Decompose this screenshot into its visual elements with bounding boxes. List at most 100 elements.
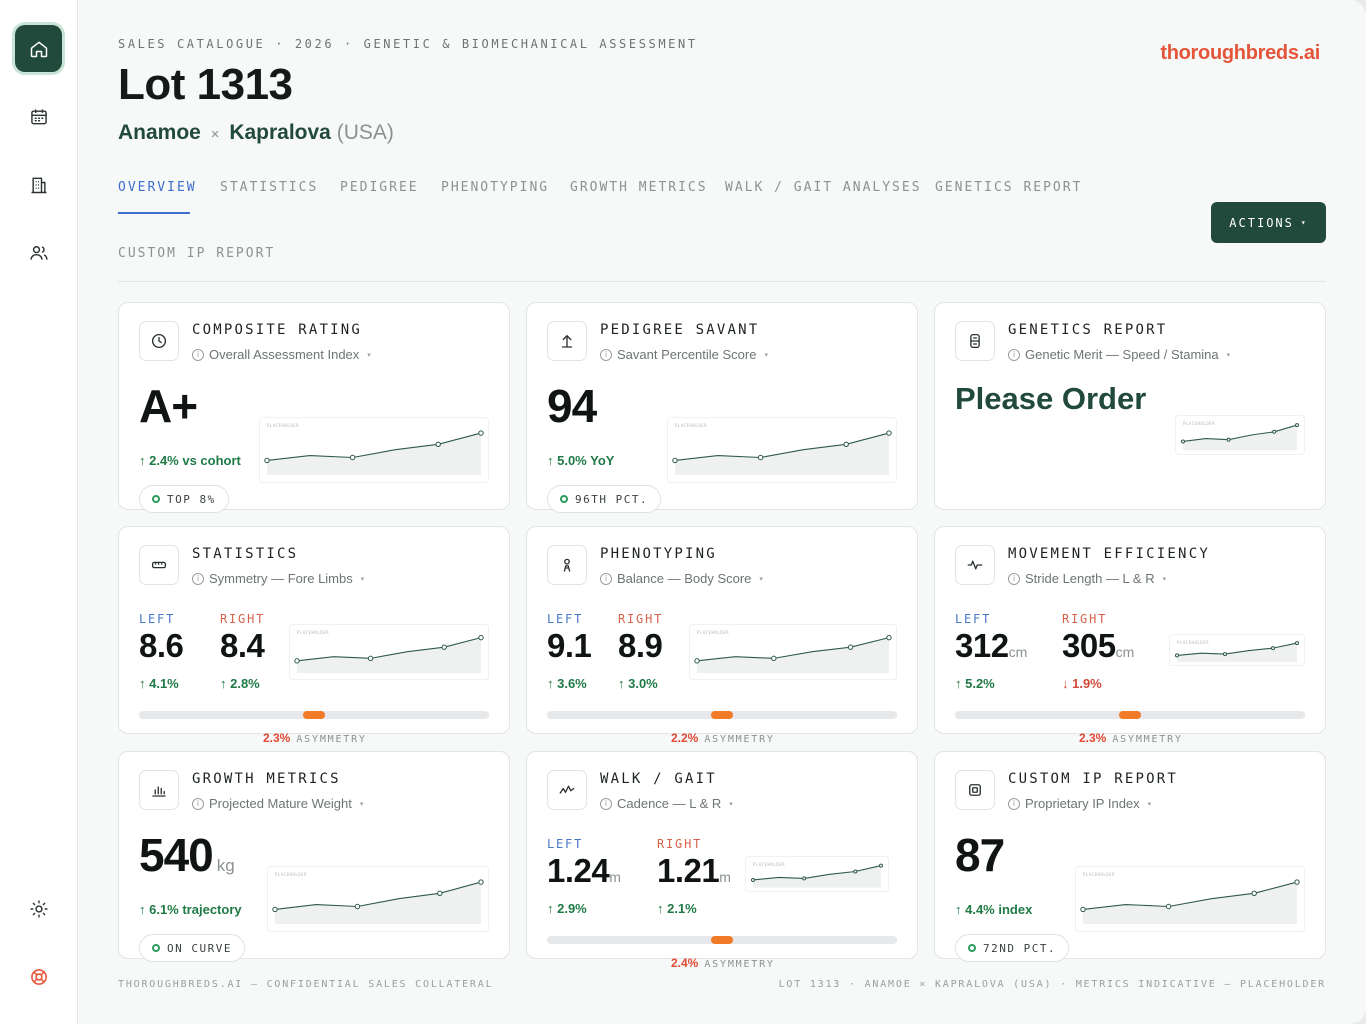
card-title: WALK / GAIT [600, 771, 717, 787]
arrow-up-icon [547, 321, 587, 361]
left-value: 9.1 [547, 627, 592, 664]
tab-pedigree[interactable]: PEDIGREE [340, 180, 419, 195]
card-growth-metrics[interactable]: GROWTH METRICS i Projected Mature Weight ▾… [118, 751, 510, 962]
composite-delta: ↑ 2.4% vs cohort [139, 453, 241, 468]
composite-badge: TOP 8% [139, 485, 229, 513]
card-subtitle: i Symmetry — Fore Limbs ▾ [192, 571, 364, 586]
left-value: 1.24m [547, 852, 621, 889]
sparkline-svg [1175, 415, 1305, 455]
custom-sparkline: PLACEHOLDER [1075, 866, 1305, 932]
dropdown-dot-icon: ▾ [1226, 351, 1231, 359]
asymmetry-readout: 2.3% ASYMMETRY [1079, 731, 1183, 745]
card-statistics[interactable]: STATISTICS i Symmetry — Fore Limbs ▾ LEFT … [118, 526, 510, 745]
sparkline-frame [267, 866, 489, 932]
sparkline-line [1082, 881, 1298, 910]
card-subtitle: i Balance — Body Score ▾ [600, 571, 763, 586]
sparkline-line [1176, 642, 1298, 656]
tab-overview[interactable]: OVERVIEW [118, 180, 197, 195]
custom-value: 87 [955, 829, 1005, 881]
card-title: MOVEMENT EFFICIENCY [1008, 546, 1210, 562]
sparkline-point [264, 457, 270, 464]
tab-custom-ip-report[interactable]: CUSTOM IP REPORT [118, 246, 276, 261]
info-icon: i [600, 572, 612, 585]
custom-delta: ↑ 4.4% index [955, 902, 1033, 917]
sparkline-point [1295, 641, 1299, 646]
info-icon: i [1008, 797, 1020, 810]
tab-walk-gait-analyses[interactable]: WALK / GAIT ANALYSES [725, 180, 922, 195]
nav-users-button[interactable] [15, 229, 62, 276]
tab-statistics[interactable]: STATISTICS [220, 180, 319, 195]
card-title: PEDIGREE SAVANT [600, 322, 760, 338]
sparkline-placeholder-label: PLACEHOLDER [1183, 421, 1215, 426]
tabs-divider [118, 281, 1326, 282]
card-movement-efficiency[interactable]: MOVEMENT EFFICIENCY i Stride Length — L &… [934, 526, 1326, 745]
sparkline-point [802, 876, 807, 881]
sparkline-frame [1169, 634, 1305, 666]
calendar-icon [30, 109, 47, 124]
horse-breeding-line: Anamoe × Kapralova (USA) [118, 121, 394, 145]
sparkline-point [843, 441, 849, 448]
theme-toggle-button[interactable] [15, 885, 62, 932]
right-value: 8.4 [220, 627, 265, 664]
card-genetics-report[interactable]: GENETICS REPORT i Genetic Merit — Speed /… [934, 302, 1326, 510]
info-icon: i [192, 797, 204, 810]
sparkline-point [1080, 906, 1086, 913]
right-value: 8.9 [618, 627, 663, 664]
sparkline-placeholder-label: PLACEHOLDER [267, 423, 299, 428]
growth-value: 540 kg [139, 829, 235, 881]
chevron-down-icon: ▾ [1300, 218, 1308, 227]
card-pedigree-savant[interactable]: PEDIGREE SAVANT i Savant Percentile Score… [526, 302, 918, 513]
sparkline-line [674, 432, 890, 461]
dropdown-dot-icon: ▾ [1162, 575, 1167, 583]
sparkline-point [879, 863, 883, 868]
building-icon [31, 177, 46, 193]
help-button[interactable] [15, 953, 62, 1000]
sparkline-point [1226, 437, 1231, 442]
card-custom-ip-report[interactable]: CUSTOM IP REPORT i Proprietary IP Index ▾ … [934, 751, 1326, 962]
sparkline-point [886, 430, 892, 436]
card-subtitle: i Cadence — L & R ▾ [600, 796, 733, 811]
sparkline-point [672, 457, 678, 464]
tab-phenotyping[interactable]: PHENOTYPING [441, 180, 550, 195]
cross-symbol: × [210, 126, 220, 143]
sparkline-svg [1075, 866, 1305, 932]
person-icon [547, 545, 587, 585]
nav-home-button[interactable] [15, 25, 62, 72]
card-walk-gait[interactable]: WALK / GAIT i Cadence — L & R ▾ LEFT 1.24m… [526, 751, 918, 970]
tab-genetics-report[interactable]: GENETICS REPORT [935, 180, 1083, 195]
custom-badge: 72ND PCT. [955, 934, 1070, 962]
sparkline-line [296, 637, 482, 662]
sparkline-point [294, 658, 300, 664]
sparkline-point [1294, 879, 1300, 885]
card-composite-rating[interactable]: COMPOSITE RATING i Overall Assessment Ind… [118, 302, 510, 513]
tab-growth-metrics[interactable]: GROWTH METRICS [570, 180, 708, 195]
page-title: Lot 1313 [118, 60, 293, 109]
genetics-order-cta[interactable]: Please Order [955, 381, 1147, 416]
sparkline-placeholder-label: PLACEHOLDER [297, 630, 329, 635]
asymmetry-marker [711, 711, 734, 719]
sparkline-point [478, 430, 484, 436]
catalogue-eyebrow: SALES CATALOGUE · 2026 · GENETIC & BIOME… [118, 37, 698, 51]
sparkline-placeholder-label: PLACEHOLDER [1083, 872, 1115, 877]
right-delta: ↑ 2.1% [657, 901, 697, 916]
sparkline-point [1271, 646, 1275, 651]
sparkline-point [694, 658, 700, 664]
asymmetry-marker [303, 711, 326, 719]
left-value: 312cm [955, 627, 1028, 664]
sparkline-svg [745, 856, 889, 892]
country-code: (USA) [336, 121, 394, 144]
sun-icon [29, 899, 48, 918]
home-icon [30, 41, 47, 57]
sparkline-point [272, 906, 278, 913]
right-delta: ↑ 3.0% [618, 676, 658, 691]
card-title: STATISTICS [192, 546, 299, 562]
sparkline-placeholder-label: PLACEHOLDER [675, 423, 707, 428]
growth-badge: ON CURVE [139, 934, 245, 962]
dropdown-dot-icon: ▾ [759, 575, 763, 583]
nav-calendar-button[interactable] [15, 93, 62, 140]
actions-button[interactable]: ACTIONS ▾ [1211, 202, 1326, 243]
active-tab-indicator [118, 212, 190, 214]
sparkline-point [1272, 429, 1277, 434]
nav-building-button[interactable] [15, 161, 62, 208]
card-phenotyping[interactable]: PHENOTYPING i Balance — Body Score ▾ LEFT … [526, 526, 918, 745]
